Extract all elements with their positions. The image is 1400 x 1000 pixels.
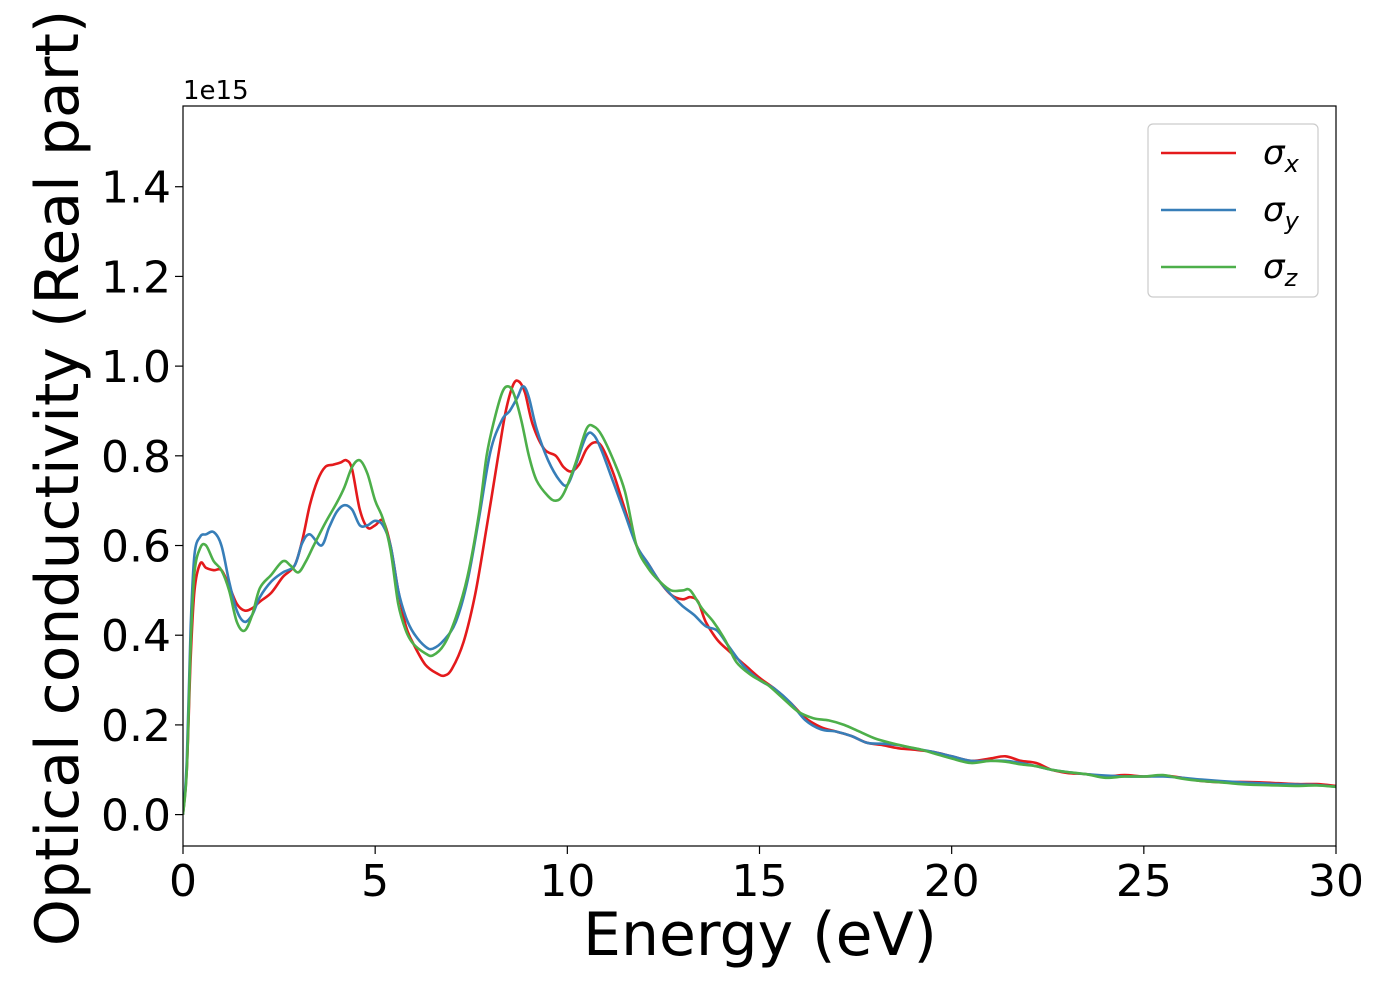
series-line-x xyxy=(183,379,1336,815)
axis-layer: 0 5 10 15 20 25 30 0.0 0.2 0.4 0.6 0.8 1.0 1.2 1.4 xyxy=(101,105,1364,907)
y-tick-label: 0.6 xyxy=(101,522,171,573)
legend: σx σy σz xyxy=(1147,123,1319,298)
x-tick-label: 15 xyxy=(732,856,788,907)
y-tick-label: 1.0 xyxy=(101,342,171,393)
x-tick-label: 20 xyxy=(924,856,980,907)
y-tick-label: 0.4 xyxy=(101,611,171,662)
series-line-z xyxy=(183,385,1336,815)
y-tick-label: 0.8 xyxy=(101,432,171,483)
y-axis-offset-label: 1e15 xyxy=(183,76,249,106)
x-tick-label: 5 xyxy=(361,856,389,907)
x-tick-label: 30 xyxy=(1308,856,1364,907)
y-tick-label: 1.2 xyxy=(101,252,171,303)
legend-label-z: σz xyxy=(1263,247,1299,292)
legend-label-x: σx xyxy=(1263,133,1300,178)
x-tick-label: 10 xyxy=(539,856,595,907)
series-layer xyxy=(183,379,1336,815)
x-axis-title: Energy (eV) xyxy=(583,900,937,970)
x-tick-label: 25 xyxy=(1116,856,1172,907)
y-tick-label: 1.4 xyxy=(101,163,171,214)
y-axis-title: Optical conductivity (Real part) xyxy=(23,10,93,947)
legend-label-y: σy xyxy=(1263,190,1300,235)
x-tick-label: 0 xyxy=(169,856,197,907)
y-tick-label: 0.0 xyxy=(101,791,171,842)
y-tick-label: 0.2 xyxy=(101,701,171,752)
